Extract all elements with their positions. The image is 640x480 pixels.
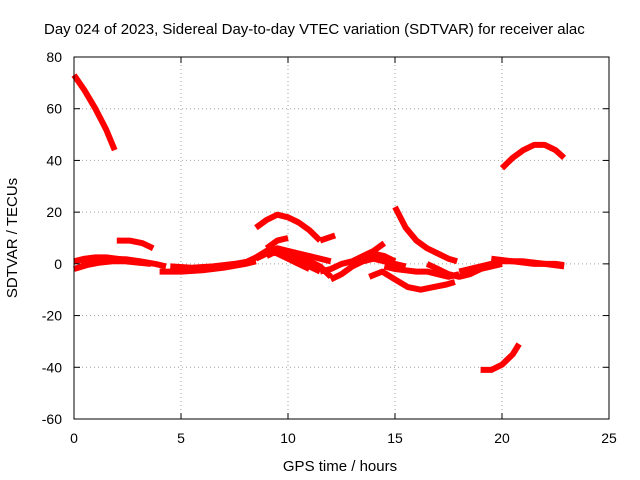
y-tick-label: -20: [42, 308, 62, 324]
x-tick-label: 10: [280, 430, 296, 446]
x-tick-label: 20: [494, 430, 510, 446]
y-tick-label: -60: [42, 411, 62, 427]
x-tick-label: 5: [177, 430, 185, 446]
y-tick-label: 40: [46, 152, 62, 168]
plot-frame: [73, 56, 610, 420]
series-arc-23: [490, 255, 565, 269]
series-arc-25: [499, 141, 567, 171]
y-tick-label: 80: [46, 49, 62, 65]
grid: [74, 57, 609, 419]
series-arc-12: [265, 247, 322, 275]
y-tick-label: 0: [54, 256, 62, 272]
series-arc-18: [368, 268, 456, 293]
x-axis-label: GPS time / hours: [283, 458, 397, 475]
x-tick-labels: 0 5 10 15 20 25: [70, 430, 617, 446]
y-axis-label: SDTVAR / TECUs: [4, 178, 21, 298]
series-arc-05: [116, 237, 155, 252]
y-tick-label: 20: [46, 204, 62, 220]
series-arc-01: [71, 73, 118, 152]
series-arc-13: [264, 235, 289, 251]
axis-ticks: [73, 56, 610, 420]
data-series: [71, 73, 567, 373]
series-arc-24: [480, 342, 522, 373]
x-tick-label: 0: [70, 430, 78, 446]
x-tick-label: 25: [601, 430, 617, 446]
x-tick-label: 15: [387, 430, 403, 446]
chart-title: Day 024 of 2023, Sidereal Day-to-day VTE…: [44, 21, 585, 38]
series-arc-11: [319, 232, 337, 244]
series-arc-17: [350, 255, 407, 270]
series-arc-04: [79, 256, 167, 270]
y-tick-labels: -60 -40 -20 0 20 40 60 80: [42, 49, 62, 427]
y-tick-label: -40: [42, 359, 62, 375]
series-arc-20: [392, 205, 458, 265]
series-arc-10: [254, 211, 323, 243]
y-tick-label: 60: [46, 101, 62, 117]
